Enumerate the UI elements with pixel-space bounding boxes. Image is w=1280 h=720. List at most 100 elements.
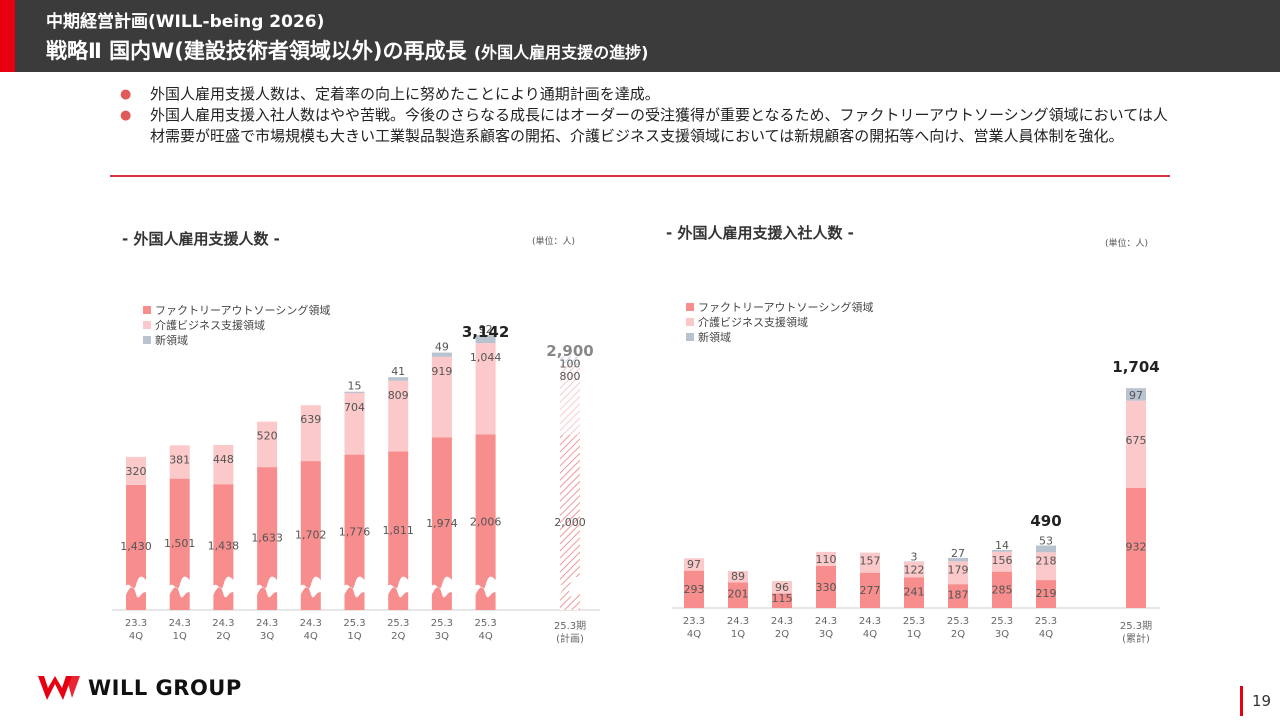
bar-segment bbox=[904, 577, 924, 608]
data-label: 115 bbox=[772, 592, 793, 605]
bar-segment bbox=[992, 549, 1012, 552]
bullet-text: 外国人雇用支援入社人数はやや苦戦。今後のさらなる成長にはオーダーの受注獲得が重要… bbox=[150, 106, 1168, 145]
data-label: 520 bbox=[257, 430, 278, 443]
plan-total-callout: 2,900 bbox=[546, 342, 593, 360]
brand-name: WILL GROUP bbox=[88, 676, 242, 700]
x-tick-label: 3Q bbox=[260, 631, 274, 642]
data-label: 1,501 bbox=[164, 537, 196, 550]
x-tick-label: 2Q bbox=[951, 629, 965, 640]
legend-label: ファクトリーアウトソーシング領域 bbox=[698, 300, 873, 314]
data-label: 639 bbox=[300, 413, 321, 426]
legend-swatch bbox=[143, 336, 151, 344]
x-tick-label: 3Q bbox=[435, 631, 449, 642]
bar-segment bbox=[992, 571, 1012, 608]
page-title-note: (外国人雇用支援の進捗) bbox=[473, 43, 649, 62]
bar-segment bbox=[904, 561, 924, 578]
bar-segment bbox=[684, 558, 704, 571]
bar-segment bbox=[948, 561, 968, 585]
axis-break-mark bbox=[166, 576, 193, 601]
cumulative-tick-label: 25.3期 bbox=[1120, 620, 1152, 632]
x-tick-label: 25.3 bbox=[991, 616, 1013, 627]
cumulative-data-label: 932 bbox=[1126, 540, 1147, 553]
x-tick-label: 25.3 bbox=[343, 618, 365, 629]
data-label: 330 bbox=[816, 581, 837, 594]
page-number-bar bbox=[1240, 686, 1243, 716]
bar-segment bbox=[475, 434, 496, 610]
x-tick-label: 4Q bbox=[129, 631, 143, 642]
chart-unit: (単位：人) bbox=[1105, 237, 1148, 249]
bar-segment bbox=[1036, 545, 1056, 553]
header-subtitle: 中期経営計画(WILL-being 2026) bbox=[46, 12, 325, 32]
x-tick-label: 24.3 bbox=[169, 618, 191, 629]
cumulative-data-label: 675 bbox=[1126, 434, 1147, 447]
x-tick-label: 25.3 bbox=[431, 618, 453, 629]
axis-break-mark bbox=[385, 576, 412, 601]
bar-segment bbox=[126, 456, 146, 485]
bar-segment bbox=[388, 451, 409, 610]
total-callout: 3,142 bbox=[462, 323, 509, 341]
bar-segment bbox=[728, 571, 748, 583]
plan-bar-segment bbox=[560, 365, 580, 435]
plan-bar-segment bbox=[560, 435, 580, 610]
x-tick-label: 23.3 bbox=[683, 616, 705, 627]
x-tick-label: 4Q bbox=[687, 629, 701, 640]
chart-title: - 外国人雇用支援人数 - bbox=[122, 230, 280, 248]
legend-label: 介護ビジネス支援領域 bbox=[698, 315, 808, 329]
data-label: 293 bbox=[684, 583, 705, 596]
legend-label: 新領域 bbox=[698, 330, 731, 344]
bar-segment bbox=[948, 584, 968, 608]
chart-foreign-support-hires: - 外国人雇用支援入社人数 - (単位：人) ファクトリーアウトソーシング領域介護ビ… bbox=[666, 224, 1160, 645]
x-tick-label: 24.3 bbox=[256, 618, 278, 629]
x-tick-label: 25.3 bbox=[387, 618, 409, 629]
bar-segment bbox=[816, 565, 836, 608]
cumulative-total-callout: 1,704 bbox=[1112, 358, 1159, 376]
bar-segment bbox=[300, 461, 321, 610]
axis-break-mark bbox=[210, 576, 237, 601]
x-tick-label: 2Q bbox=[775, 629, 789, 640]
data-label: 179 bbox=[948, 563, 969, 576]
bar-segment bbox=[388, 377, 409, 381]
data-label: 381 bbox=[169, 453, 190, 466]
data-label: 27 bbox=[951, 547, 965, 560]
x-tick-label: 4Q bbox=[863, 629, 877, 640]
bullet-dot-icon: ● bbox=[120, 87, 132, 102]
x-tick-label: 4Q bbox=[478, 631, 492, 642]
bar-segment bbox=[860, 572, 880, 608]
x-tick-label: 23.3 bbox=[125, 618, 147, 629]
x-tick-label: 1Q bbox=[173, 631, 187, 642]
axis-break-mark bbox=[341, 576, 368, 601]
data-label: 448 bbox=[213, 453, 234, 466]
data-label: 277 bbox=[860, 584, 881, 597]
bar-segment bbox=[475, 343, 496, 435]
bar-segment bbox=[213, 444, 234, 485]
x-tick-label: 4Q bbox=[1039, 629, 1053, 640]
x-tick-label: 24.3 bbox=[859, 616, 881, 627]
x-tick-label: 2Q bbox=[391, 631, 405, 642]
data-label: 1,811 bbox=[382, 524, 414, 537]
data-label: 157 bbox=[860, 555, 881, 568]
x-tick-label: 24.3 bbox=[212, 618, 234, 629]
plan-data-label: 800 bbox=[560, 370, 581, 383]
bullet-item: ● 外国人雇用支援入社人数はやや苦戦。今後のさらなる成長にはオーダーの受注獲得が… bbox=[118, 105, 1168, 147]
bar-segment bbox=[388, 380, 409, 452]
page-number: 19 bbox=[1252, 692, 1272, 710]
data-label: 919 bbox=[431, 365, 452, 378]
data-label: 809 bbox=[388, 389, 409, 402]
x-tick-label: 24.3 bbox=[727, 616, 749, 627]
bar-segment bbox=[728, 582, 748, 608]
bullet-text: 外国人雇用支援人数は、定着率の向上に努めたことにより通期計画を達成。 bbox=[150, 85, 660, 103]
x-tick-label: 1Q bbox=[907, 629, 921, 640]
axis-break-mark bbox=[428, 576, 455, 601]
x-tick-label: 3Q bbox=[995, 629, 1009, 640]
bar-segment bbox=[948, 557, 968, 562]
page-title: 戦略Ⅱ 国内W(建設技術者領域以外)の再成長 (外国人雇用支援の進捗) bbox=[46, 35, 648, 65]
bar-segment bbox=[431, 356, 452, 438]
data-label: 1,430 bbox=[120, 540, 152, 553]
x-tick-label: 1Q bbox=[731, 629, 745, 640]
cumulative-tick-label: (累計) bbox=[1122, 632, 1150, 645]
x-tick-label: 25.3 bbox=[947, 616, 969, 627]
x-tick-label: 24.3 bbox=[771, 616, 793, 627]
x-tick-label: 3Q bbox=[819, 629, 833, 640]
data-label: 2,006 bbox=[470, 516, 502, 529]
data-label: 15 bbox=[348, 380, 362, 393]
